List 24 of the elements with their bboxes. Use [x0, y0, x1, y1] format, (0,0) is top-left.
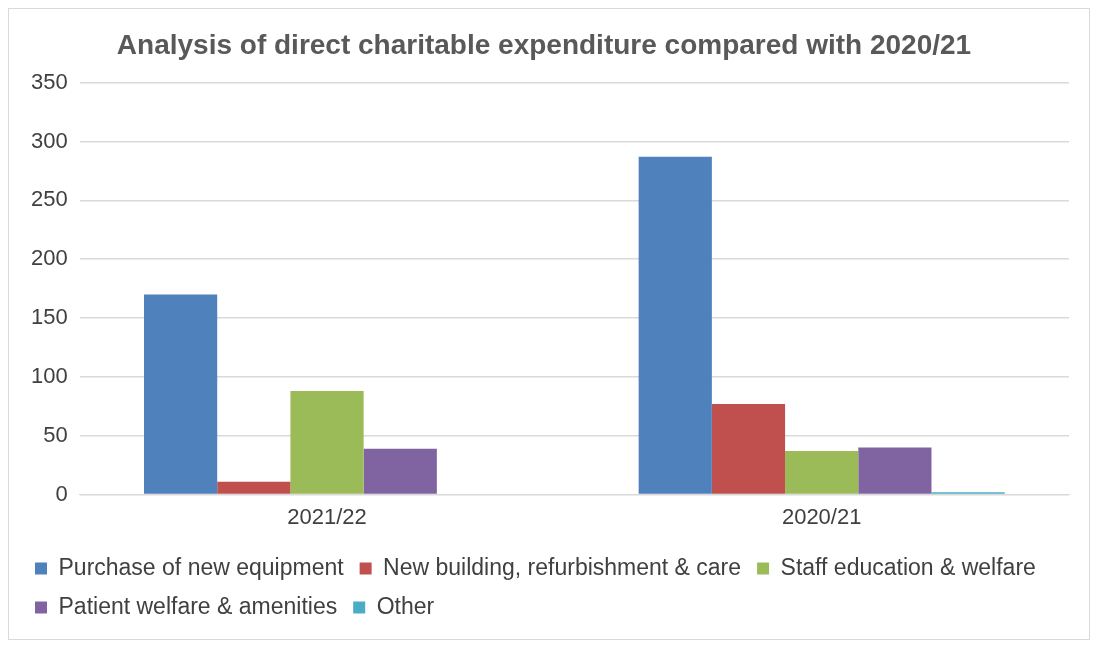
bar [363, 448, 437, 494]
bar [217, 481, 291, 494]
y-tick-label: 0 [55, 480, 68, 506]
bar [858, 447, 932, 494]
chart-title: Analysis of direct charitable expenditure compared with 2020/21 [116, 28, 972, 60]
bar [290, 391, 364, 494]
legend-label: Other [376, 592, 435, 619]
legend-label: New building, refurbishment & care [383, 553, 742, 580]
bar [711, 403, 786, 494]
y-tick-label: 300 [30, 127, 68, 153]
x-tick-label: 2020/21 [781, 503, 862, 529]
y-tick-label: 250 [30, 186, 68, 212]
y-tick-label: 50 [43, 421, 68, 447]
legend-label: Patient welfare & amenities [58, 592, 338, 619]
y-tick-label: 150 [30, 304, 68, 330]
y-tick-label: 350 [30, 68, 68, 94]
bar [638, 156, 712, 494]
y-tick-label: 100 [30, 362, 68, 388]
x-tick-label: 2021/22 [287, 503, 367, 529]
bar [785, 451, 859, 494]
y-tick-label: 200 [30, 245, 68, 271]
legend-label: Staff education & welfare [780, 553, 1036, 580]
bar [144, 294, 218, 494]
legend-label: Purchase of new equipment [58, 553, 345, 580]
